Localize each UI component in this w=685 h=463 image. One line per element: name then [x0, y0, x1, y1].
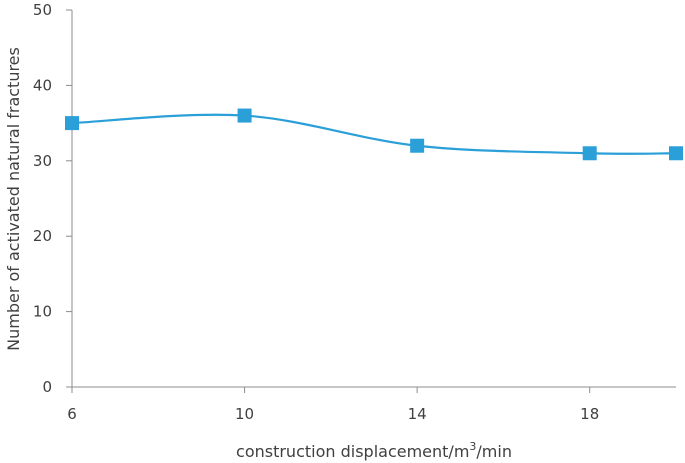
- x-axis-label-text: construction displacement/m: [236, 442, 469, 461]
- y-axis-label: Number of activated natural fractures: [4, 47, 23, 351]
- y-tick-label: 20: [33, 227, 52, 245]
- tick-labels: 0 10 20 30 40 50 6 10 14 18: [33, 1, 599, 423]
- series-line: [71, 113, 677, 155]
- x-tick-label: 18: [580, 405, 599, 423]
- axes: [66, 9, 676, 393]
- y-tick-label: 30: [33, 152, 52, 170]
- x-axis-label-superscript: 3: [469, 440, 476, 453]
- data-point-marker: [237, 108, 252, 123]
- data-point-marker: [410, 138, 425, 153]
- y-tick-label: 50: [33, 1, 52, 19]
- y-tick-label: 40: [33, 76, 52, 94]
- data-point-marker: [582, 146, 597, 161]
- x-tick-label: 14: [408, 405, 427, 423]
- data-point-marker: [65, 116, 79, 131]
- x-axis-label: construction displacement/m3/min: [236, 440, 512, 461]
- x-axis-label-tail: /min: [476, 442, 512, 461]
- data-series: [65, 108, 683, 161]
- data-point-marker: [669, 146, 683, 161]
- x-tick-label: 6: [67, 405, 77, 423]
- y-tick-label: 10: [33, 303, 52, 321]
- y-tick-label: 0: [42, 378, 52, 396]
- x-tick-label: 10: [235, 405, 254, 423]
